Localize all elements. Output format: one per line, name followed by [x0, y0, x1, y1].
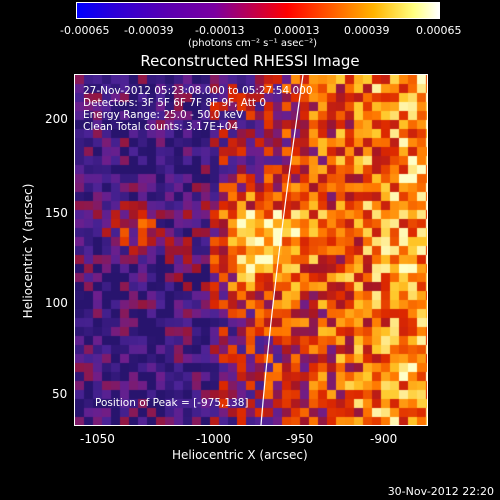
y-tick: 50 [52, 387, 68, 401]
x-tick: -1050 [80, 432, 115, 446]
colorbar-units: (photons cm⁻² s⁻¹ asec⁻²) [188, 38, 318, 49]
colorbar-tick: 0.00013 [274, 24, 320, 37]
limb-overlay [260, 75, 304, 425]
y-tick: 150 [45, 206, 68, 220]
hxr-image-canvas [75, 75, 427, 425]
plot-title: Reconstructed RHESSI Image [140, 52, 360, 70]
colorbar-tick: 0.00065 [416, 24, 462, 37]
x-tick: -900 [370, 432, 398, 446]
colorbar-tick: -0.00013 [195, 24, 245, 37]
info-detectors: Detectors: 3F 5F 6F 7F 8F 9F, Att 0 [83, 97, 267, 109]
image-plot: 27-Nov-2012 05:23:08.000 to 05:27:54.000… [74, 74, 428, 426]
x-axis-label: Heliocentric X (arcsec) [172, 448, 308, 462]
x-tick: -1000 [196, 432, 231, 446]
y-axis-label: Heliocentric Y (arcsec) [21, 183, 35, 319]
info-counts: Clean Total counts: 3.17E+04 [83, 121, 239, 133]
y-tick: 200 [45, 112, 68, 126]
info-energy: Energy Range: 25.0 - 50.0 keV [83, 109, 244, 121]
info-time: 27-Nov-2012 05:23:08.000 to 05:27:54.000 [83, 85, 313, 97]
colorbar-tick: -0.00065 [60, 24, 110, 37]
x-tick: -950 [286, 432, 314, 446]
colorbar [76, 2, 440, 19]
colorbar-tick: 0.00039 [344, 24, 390, 37]
y-tick: 100 [45, 296, 68, 310]
peak-position: Position of Peak = [-975,138] [95, 397, 249, 409]
colorbar-tick: -0.00039 [124, 24, 174, 37]
timestamp: 30-Nov-2012 22:20 [387, 485, 494, 498]
solar-limb-line [260, 75, 304, 425]
